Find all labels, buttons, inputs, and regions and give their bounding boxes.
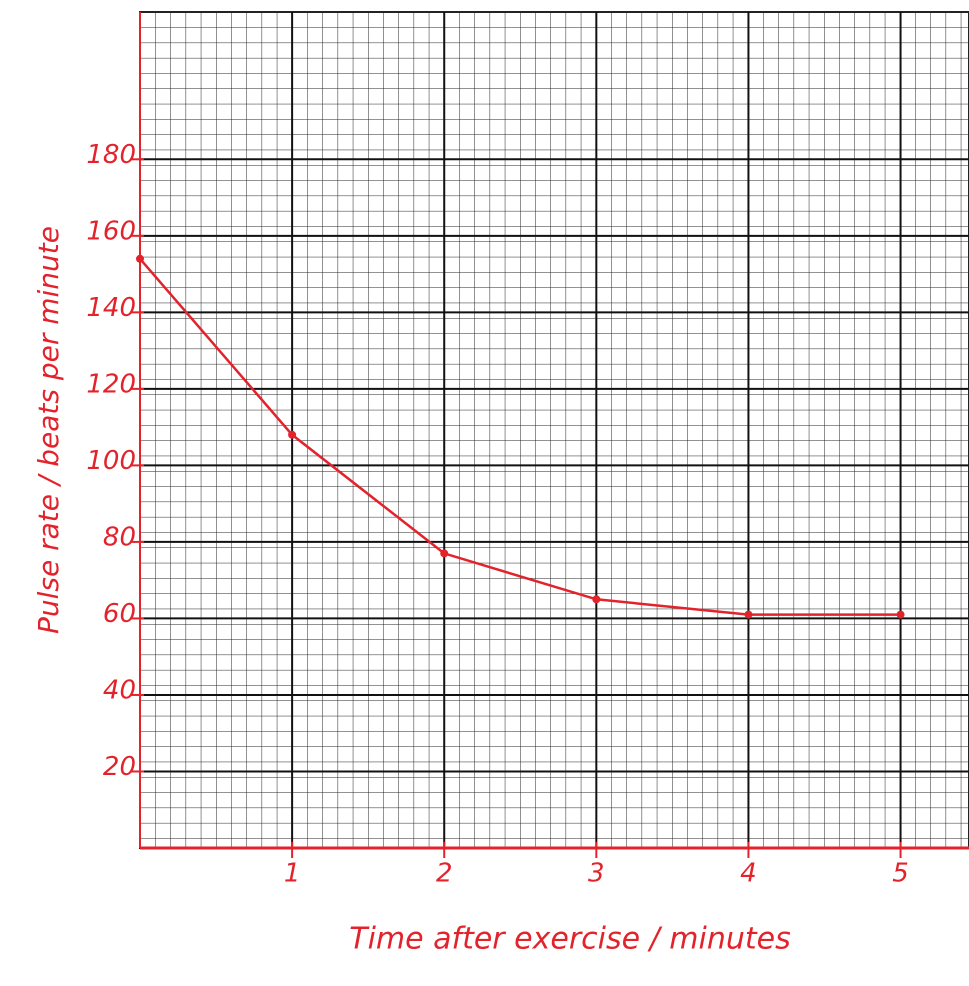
y-axis-label: Pulse rate / beats per minute xyxy=(32,226,65,634)
y-tick-label: 60 xyxy=(103,599,136,629)
x-tick-label: 5 xyxy=(892,859,909,889)
x-tick-label: 2 xyxy=(436,859,453,889)
y-tick-label: 80 xyxy=(103,522,136,552)
y-tick-label: 40 xyxy=(103,675,136,705)
x-tick-label: 1 xyxy=(284,859,301,889)
y-tick-label: 20 xyxy=(103,752,136,782)
x-axis-label: Time after exercise / minutes xyxy=(349,922,790,957)
x-tick-label: 4 xyxy=(740,859,757,889)
data-point xyxy=(440,549,449,558)
y-tick-label: 120 xyxy=(86,369,136,399)
y-tick-label: 100 xyxy=(86,446,136,476)
data-point xyxy=(896,610,905,619)
data-point xyxy=(288,430,297,439)
y-tick-label: 140 xyxy=(86,293,136,323)
graph-paper xyxy=(139,11,969,849)
x-tick-label: 3 xyxy=(588,859,605,889)
y-tick-label: 180 xyxy=(86,140,136,170)
data-point xyxy=(744,610,753,619)
y-tick-label: 160 xyxy=(86,216,136,246)
data-point xyxy=(136,254,144,263)
data-point xyxy=(592,595,601,604)
data-line xyxy=(139,257,901,616)
graph-paper-minor xyxy=(139,11,969,849)
